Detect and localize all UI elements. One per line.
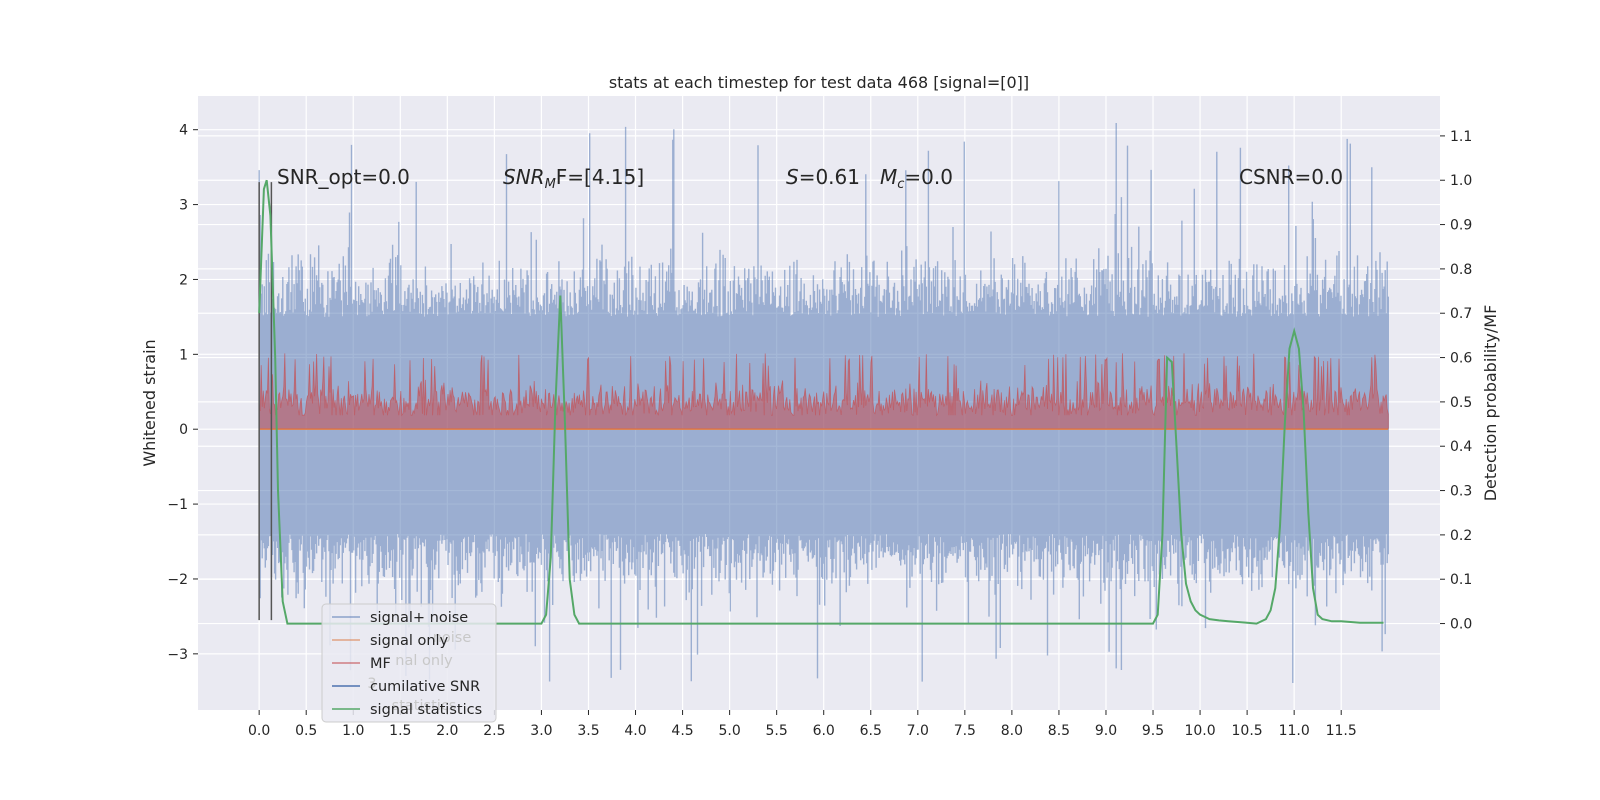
x-tick-label: 0.0 [248, 723, 270, 739]
mf-trace [258, 353, 1389, 429]
legend-ghost-text: statistics [392, 698, 457, 714]
mc-subscript: c [897, 177, 904, 192]
x-tick-label: 4.5 [671, 723, 693, 739]
y2-tick-label: 0.2 [1450, 528, 1472, 544]
snr-opt-annotation: SNR_opt=0.0 [277, 165, 410, 189]
y-tick-label: −3 [167, 647, 188, 663]
y2-tick-label: 1.0 [1450, 173, 1472, 189]
x-tick-label: 7.5 [954, 723, 976, 739]
legend-ghost-text: 3 [367, 676, 376, 692]
x-tick-label: 1.0 [342, 723, 364, 739]
mc-symbol: M [880, 165, 897, 189]
y-tick-label: −1 [167, 497, 188, 513]
y2-tick-label: 0.3 [1450, 484, 1472, 500]
y2-axis-label: Detection probability/MF [1481, 305, 1500, 502]
legend-label: MF [370, 656, 391, 672]
s-symbol: S [786, 165, 799, 189]
x-tick-label: 10.0 [1184, 723, 1215, 739]
y2-tick-label: 0.5 [1450, 395, 1472, 411]
legend-label: signal only [370, 633, 449, 649]
legend: noise nal only 3 statistics signal+ noise sig… [321, 603, 497, 723]
x-tick-label: 8.0 [1001, 723, 1023, 739]
y2-tick-label: 1.1 [1450, 129, 1472, 145]
y2-tick-label: 0.4 [1450, 439, 1472, 455]
x-tick-label: 11.0 [1279, 723, 1310, 739]
y2-tick-label: 0.8 [1450, 262, 1472, 278]
y-tick-label: 2 [179, 272, 188, 288]
y-tick-label: 4 [179, 123, 188, 139]
legend-ghost-text: noise [433, 630, 472, 646]
y2-tick-label: 0.9 [1450, 218, 1472, 234]
y2-tick-label: 0.1 [1450, 572, 1472, 588]
axes: 0.0 0.5 1.0 1.5 2.0 2.5 3.0 3.5 4.0 4.5 5.0 5.5 6.0 6… [167, 123, 1472, 739]
x-tick-label: 1.5 [389, 723, 411, 739]
y-axis-label: Whitened strain [140, 339, 159, 466]
x-tick-label: 3.5 [577, 723, 599, 739]
x-tick-label: 3.0 [530, 723, 552, 739]
x-tick-label: 8.5 [1048, 723, 1070, 739]
x-tick-label: 10.5 [1232, 723, 1263, 739]
snr-mf-annotation: SNRMF=[4.15] [503, 165, 644, 192]
y-tick-label: −2 [167, 572, 188, 588]
y2-tick-label: 0.0 [1450, 617, 1472, 633]
s-value: =0.61 [799, 165, 860, 189]
x-tick-label: 5.0 [718, 723, 740, 739]
x-tick-label: 4.0 [624, 723, 646, 739]
snr-mf-value: F=[4.15] [556, 165, 644, 189]
chart-title: stats at each timestep for test data 468… [609, 73, 1029, 92]
snr-mf-label: SNR [503, 165, 545, 189]
x-tick-label: 6.0 [813, 723, 835, 739]
noise-band [258, 123, 1389, 683]
y-tick-label: 3 [179, 198, 188, 214]
x-tick-label: 11.5 [1326, 723, 1357, 739]
legend-label: signal+ noise [370, 610, 468, 626]
legend-label: signal statistics [370, 702, 482, 718]
snr-mf-subscript: M [545, 177, 556, 192]
legend-box [321, 603, 497, 723]
x-tick-label: 9.5 [1142, 723, 1164, 739]
x-tick-label: 0.5 [295, 723, 317, 739]
x-tick-label: 9.0 [1095, 723, 1117, 739]
x-tick-label: 7.0 [907, 723, 929, 739]
series-lines [258, 179, 1389, 625]
mc-value: =0.0 [904, 165, 953, 189]
x-tick-label: 2.5 [483, 723, 505, 739]
x-tick-label: 6.5 [860, 723, 882, 739]
csnr-annotation: CSNR=0.0 [1239, 165, 1343, 189]
x-tick-label: 2.0 [436, 723, 458, 739]
annotations: SNR_opt=0.0 SNRMF=[4.15] S=0.61 Mc=0.0 CSNR=… [277, 165, 1343, 192]
y-tick-label: 1 [179, 347, 188, 363]
legend-label: cumilative SNR [370, 679, 480, 695]
s-annotation: S=0.61 [786, 165, 860, 189]
y2-tick-label: 0.6 [1450, 351, 1472, 367]
legend-ghost-text: nal only [395, 653, 453, 669]
y2-tick-label: 0.7 [1450, 306, 1472, 322]
mc-annotation: Mc=0.0 [880, 165, 953, 192]
y-tick-label: 0 [179, 422, 188, 438]
x-tick-label: 5.5 [766, 723, 788, 739]
